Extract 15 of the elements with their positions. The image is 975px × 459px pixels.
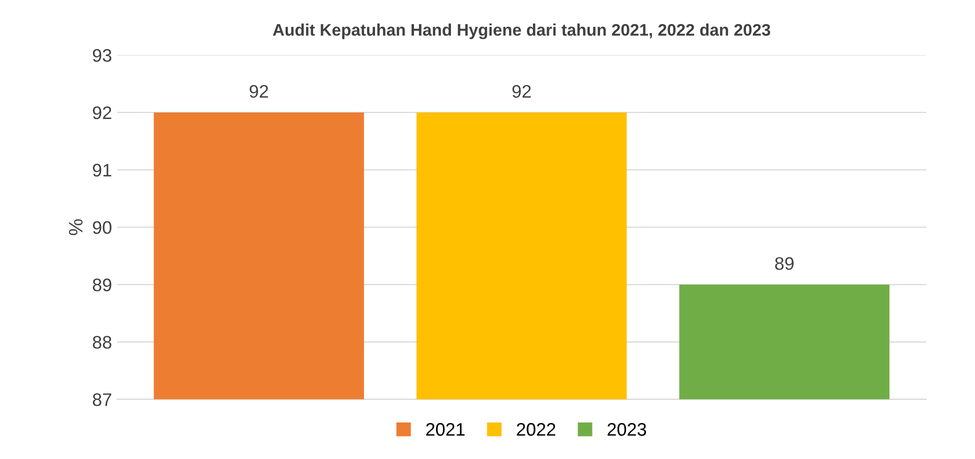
legend-label: 2021 (426, 423, 465, 436)
y-axis-title: % (68, 219, 83, 236)
legend-label: 2022 (516, 423, 556, 436)
y-tick-label: 92 (92, 106, 112, 120)
y-tick-label: 93 (92, 49, 112, 62)
data-label: 92 (250, 84, 268, 98)
y-tick-label: 90 (92, 221, 112, 234)
data-label: 89 (775, 257, 794, 270)
y-tick-label: 91 (92, 164, 112, 177)
data-label: 92 (512, 84, 531, 98)
y-tick-label: 88 (92, 336, 112, 349)
y-tick-label: 87 (92, 393, 112, 406)
legend-label: 2023 (608, 423, 646, 436)
y-tick-label: 89 (92, 278, 112, 292)
chart-title: Audit Kepatuhan Hand Hygiene dari tahun 2021, 2022 dan 2023 (272, 24, 770, 40)
